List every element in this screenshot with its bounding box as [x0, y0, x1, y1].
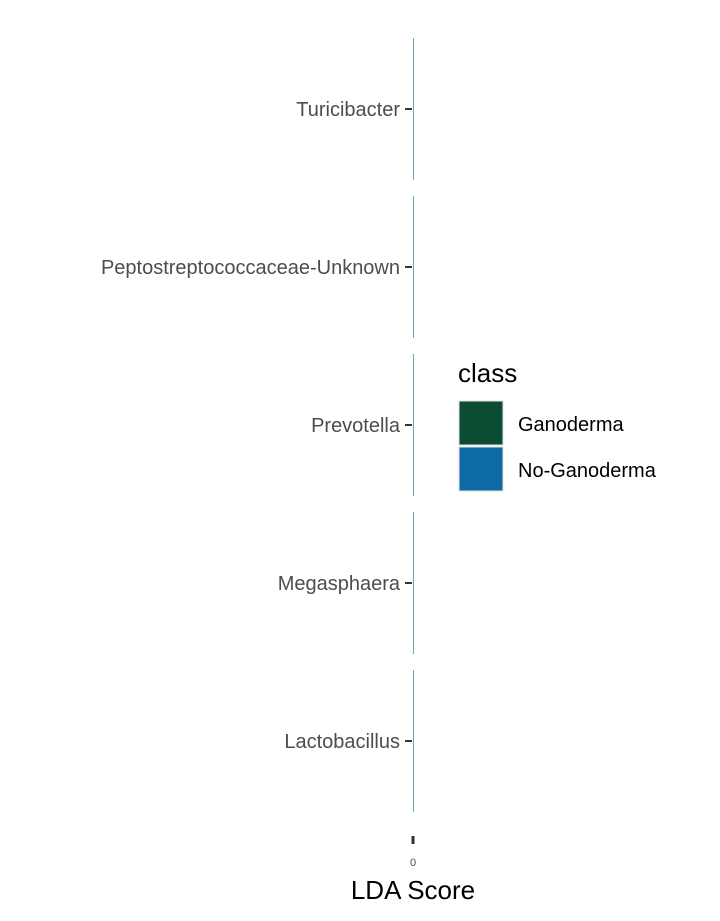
y-axis: Turicibacter Peptostreptococcaceae-Unknow… — [101, 99, 412, 753]
y-tick-label: Turicibacter — [296, 99, 400, 121]
legend-swatch-no-ganoderma — [458, 446, 504, 492]
legend-title: class — [458, 358, 517, 388]
x-axis-title: LDA Score — [351, 875, 475, 905]
x-tick-label: 0 — [410, 857, 416, 869]
y-tick-label: Lactobacillus — [284, 731, 400, 753]
legend: class Ganoderma No-Ganoderma — [458, 358, 657, 492]
legend-label-ganoderma: Ganoderma — [518, 414, 624, 436]
legend-label-no-ganoderma: No-Ganoderma — [518, 460, 657, 482]
y-tick-label: Prevotella — [311, 415, 401, 437]
x-axis: 0 — [410, 836, 416, 869]
y-tick-label: Megasphaera — [278, 573, 401, 595]
legend-swatch-ganoderma — [458, 400, 504, 446]
y-tick-label: Peptostreptococcaceae-Unknown — [101, 257, 400, 279]
